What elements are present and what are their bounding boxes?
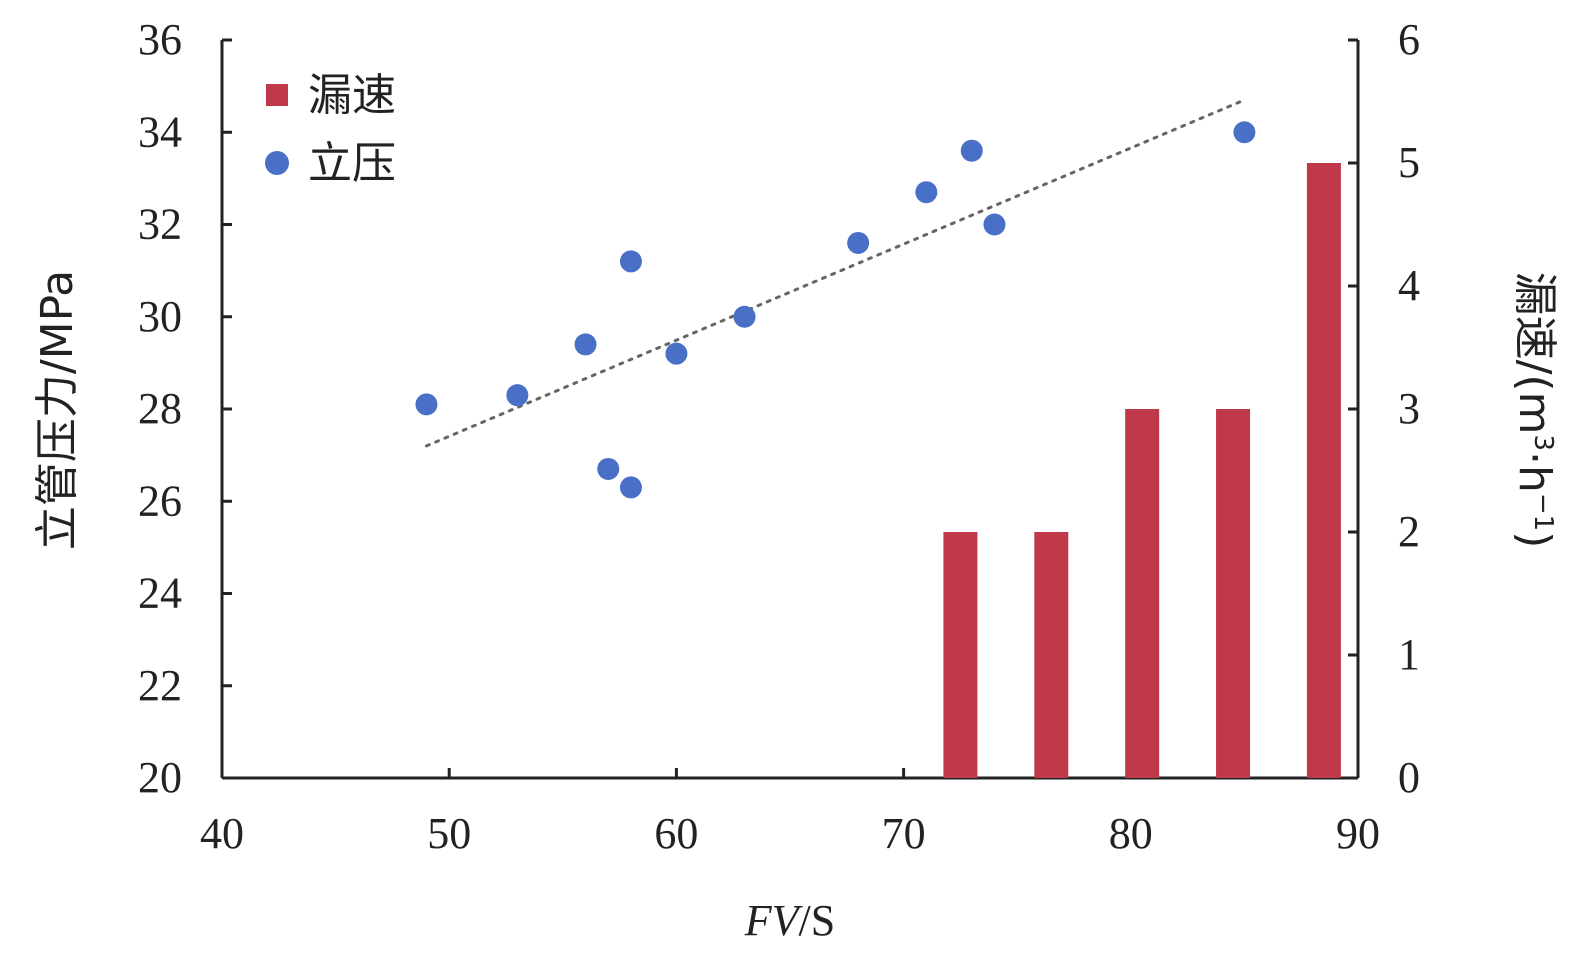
legend-marker-standpipe-pressure: [265, 151, 289, 175]
y-left-tick-label: 30: [138, 292, 182, 341]
y-right-title-mid: ·h: [1509, 451, 1560, 493]
legend-marker-leak-rate: [266, 84, 288, 106]
standpipe-pressure-point: [847, 231, 870, 254]
x-tick-label: 50: [427, 809, 471, 858]
bar-series: [943, 163, 1341, 778]
y-right-title-main: 漏速/(m: [1509, 272, 1560, 435]
trendline: [424, 98, 1246, 448]
standpipe-pressure-point: [597, 457, 620, 480]
legend-label-standpipe-pressure: 立压: [308, 138, 396, 189]
y-right-tick-label: 0: [1398, 753, 1420, 802]
legend: 漏速 立压: [265, 70, 396, 189]
standpipe-pressure-point: [665, 342, 688, 365]
standpipe-pressure-point: [415, 393, 438, 416]
leak-rate-bar: [943, 532, 978, 778]
y-left-axis-title: 立管压力/MPa: [32, 270, 83, 550]
y-right-tick-label: 5: [1398, 138, 1420, 187]
x-axis-title-italic: FV: [744, 896, 804, 945]
y-right-title-sup1: 3: [1528, 434, 1558, 451]
standpipe-pressure-point: [1233, 121, 1256, 144]
y-right-tick-label: 6: [1398, 15, 1420, 64]
standpipe-pressure-point: [506, 384, 529, 407]
leak-rate-bar: [1306, 163, 1341, 778]
y-left-tick-label: 36: [138, 15, 182, 64]
leak-rate-bar: [1125, 409, 1160, 778]
y-right-tick-label: 3: [1398, 384, 1420, 433]
trendline-layer: [424, 98, 1246, 448]
standpipe-pressure-point: [619, 476, 642, 499]
y-right-title-end: ): [1509, 531, 1560, 548]
y-right-axis-title: 漏速/(m3·h−1): [1509, 272, 1560, 549]
x-tick-label: 70: [882, 809, 926, 858]
y-right-title-sup2: −1: [1528, 493, 1558, 531]
scatter-series: [415, 121, 1256, 499]
x-tick-label: 40: [200, 809, 244, 858]
y-right-tick-label: 4: [1398, 261, 1420, 310]
legend-label-leak-rate: 漏速: [308, 70, 396, 121]
x-tick-label: 80: [1109, 809, 1153, 858]
standpipe-pressure-point: [960, 139, 983, 162]
y-left-tick-label: 32: [138, 200, 182, 249]
x-axis-title-rest: /S: [799, 896, 836, 945]
y-right-tick-label: 2: [1398, 507, 1420, 556]
y-right-tick-label: 1: [1398, 630, 1420, 679]
x-axis-title: FV/S: [744, 896, 835, 945]
standpipe-pressure-point: [983, 213, 1006, 236]
x-tick-label: 60: [654, 809, 698, 858]
x-tick-label: 90: [1336, 809, 1380, 858]
y-left-tick-label: 22: [138, 661, 182, 710]
leak-rate-bar: [1216, 409, 1251, 778]
leak-rate-bar: [1034, 532, 1069, 778]
standpipe-pressure-point: [619, 250, 642, 273]
standpipe-pressure-point: [574, 333, 597, 356]
standpipe-pressure-point: [915, 181, 938, 204]
y-left-tick-label: 26: [138, 476, 182, 525]
y-left-tick-label: 34: [138, 107, 182, 156]
y-left-tick-label: 28: [138, 384, 182, 433]
standpipe-pressure-point: [733, 305, 756, 328]
y-left-tick-label: 20: [138, 753, 182, 802]
y-left-tick-label: 24: [138, 569, 182, 618]
